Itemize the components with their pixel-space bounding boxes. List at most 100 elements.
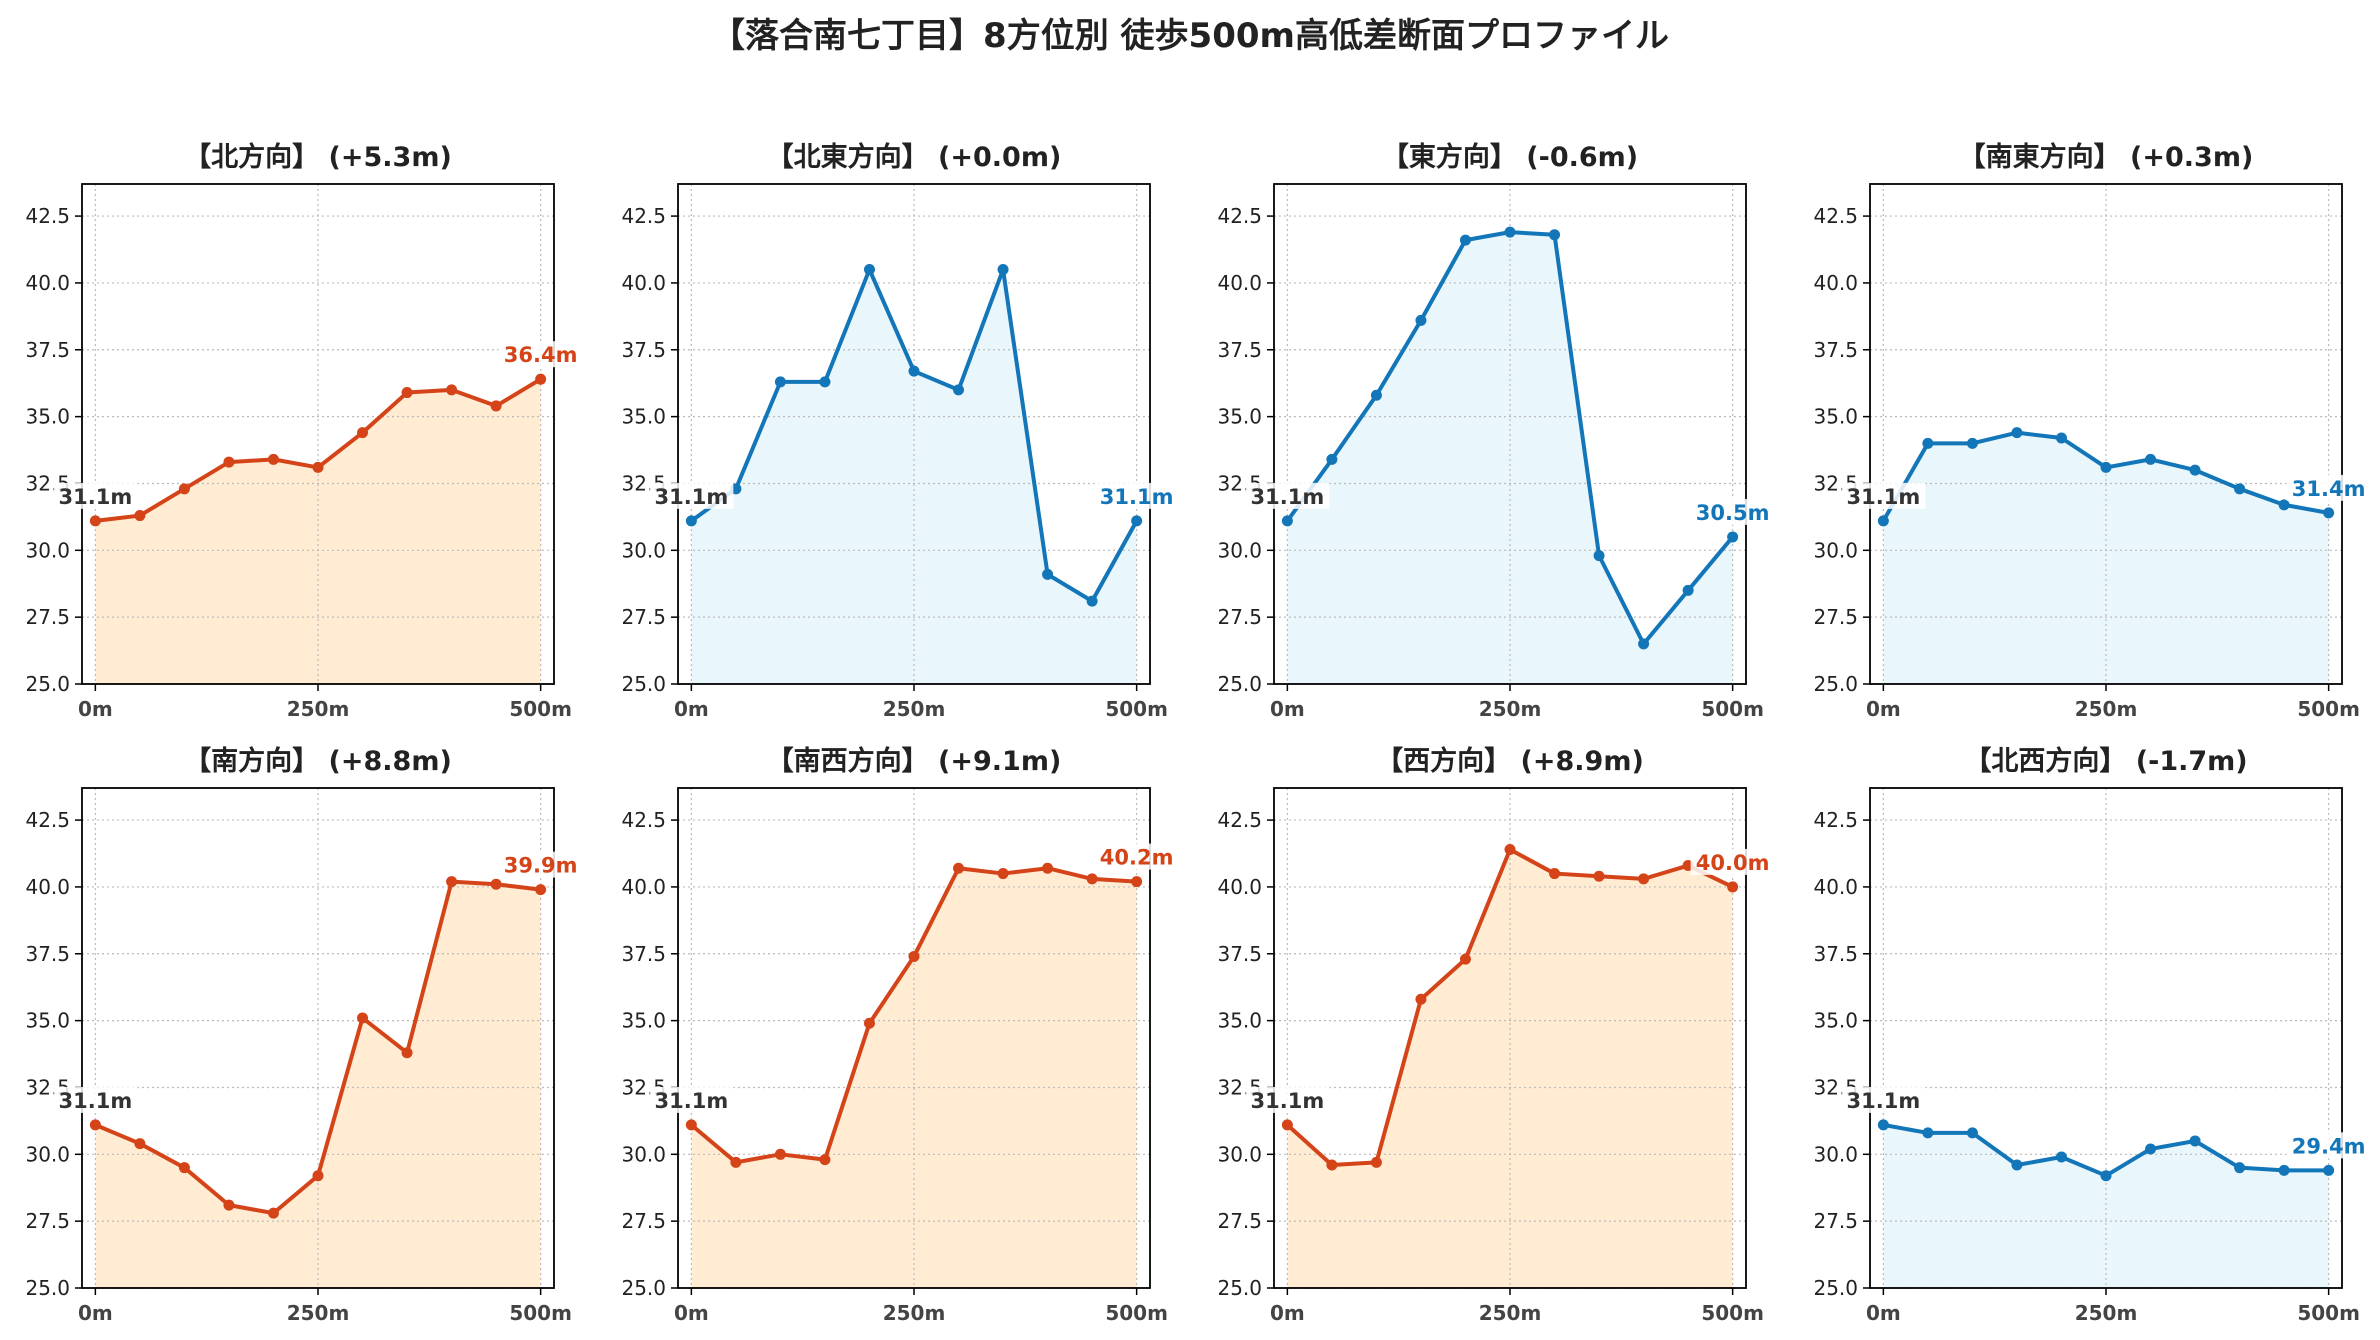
x-tick-label: 250m bbox=[287, 1301, 350, 1325]
start-label: 31.1m bbox=[1847, 485, 1921, 509]
data-point bbox=[1593, 550, 1605, 562]
y-tick-label: 37.5 bbox=[1813, 942, 1858, 966]
start-label-bg bbox=[1245, 482, 1330, 509]
end-label-bg bbox=[498, 341, 583, 368]
data-point bbox=[535, 884, 547, 896]
data-point bbox=[908, 365, 920, 377]
data-point bbox=[2234, 483, 2246, 495]
data-point bbox=[2323, 507, 2335, 519]
y-tick-label: 37.5 bbox=[1217, 338, 1262, 362]
x-tick-label: 500m bbox=[509, 697, 572, 721]
y-tick-label: 27.5 bbox=[1813, 1209, 1858, 1233]
x-tick-label: 0m bbox=[1270, 1301, 1305, 1325]
data-point bbox=[774, 1148, 786, 1160]
data-point bbox=[1459, 234, 1471, 246]
subplot-2: 25.027.530.032.535.037.540.042.50m 250m 50… bbox=[621, 141, 1179, 721]
end-label: 29.4m bbox=[2292, 1134, 2366, 1158]
data-point bbox=[2145, 1143, 2157, 1155]
subplot-1: 25.027.530.032.535.037.540.042.50m 250m 50… bbox=[25, 141, 583, 721]
data-point bbox=[134, 1138, 146, 1150]
area-fill bbox=[1883, 1124, 2329, 1288]
data-point bbox=[1326, 453, 1338, 465]
data-point bbox=[312, 1170, 324, 1182]
y-tick-label: 27.5 bbox=[25, 1209, 70, 1233]
data-point bbox=[1370, 1156, 1382, 1168]
start-label: 31.1m bbox=[1251, 1089, 1325, 1113]
data-point bbox=[2278, 499, 2290, 511]
data-point bbox=[863, 1017, 875, 1029]
y-tick-label: 37.5 bbox=[621, 942, 666, 966]
data-point bbox=[1086, 595, 1098, 607]
x-tick-label: 250m bbox=[287, 697, 350, 721]
data-point bbox=[1966, 437, 1978, 449]
y-tick-label: 30.0 bbox=[25, 1142, 70, 1166]
subplot-title: 【南東方向】 (+0.3m) bbox=[1959, 141, 2254, 173]
data-point bbox=[2055, 1151, 2067, 1163]
y-tick-label: 27.5 bbox=[25, 605, 70, 629]
data-point bbox=[535, 373, 547, 385]
data-point bbox=[267, 1207, 279, 1219]
data-point bbox=[1042, 862, 1054, 874]
x-tick-label: 0m bbox=[78, 697, 113, 721]
x-tick-label: 250m bbox=[1479, 697, 1542, 721]
data-point bbox=[1593, 870, 1605, 882]
data-point bbox=[1131, 876, 1143, 888]
y-tick-label: 30.0 bbox=[621, 1142, 666, 1166]
data-point bbox=[89, 515, 101, 527]
end-label: 40.0m bbox=[1696, 851, 1770, 875]
end-label: 36.4m bbox=[504, 343, 578, 367]
data-point bbox=[2145, 453, 2157, 465]
data-point bbox=[1042, 568, 1054, 580]
data-point bbox=[997, 868, 1009, 880]
y-tick-label: 40.0 bbox=[1813, 875, 1858, 899]
data-point bbox=[178, 483, 190, 495]
x-tick-label: 250m bbox=[1479, 1301, 1542, 1325]
data-point bbox=[1727, 881, 1739, 893]
data-point bbox=[997, 264, 1009, 276]
data-point bbox=[267, 453, 279, 465]
y-tick-label: 30.0 bbox=[25, 538, 70, 562]
data-point bbox=[357, 1012, 369, 1024]
data-point bbox=[1966, 1127, 1978, 1139]
data-point bbox=[1877, 1119, 1889, 1131]
x-tick-label: 250m bbox=[883, 1301, 946, 1325]
start-label: 31.1m bbox=[59, 485, 133, 509]
y-tick-label: 37.5 bbox=[25, 942, 70, 966]
data-point bbox=[2234, 1162, 2246, 1174]
y-tick-label: 25.0 bbox=[1813, 672, 1858, 696]
data-point bbox=[953, 862, 965, 874]
start-label: 31.1m bbox=[655, 485, 729, 509]
y-tick-label: 40.0 bbox=[621, 875, 666, 899]
start-label-bg bbox=[53, 1086, 138, 1113]
subplot-6: 25.027.530.032.535.037.540.042.50m 250m 50… bbox=[621, 745, 1179, 1325]
y-tick-label: 27.5 bbox=[621, 1209, 666, 1233]
subplot-5: 25.027.530.032.535.037.540.042.50m 250m 50… bbox=[25, 745, 583, 1325]
data-point bbox=[774, 376, 786, 388]
y-tick-label: 35.0 bbox=[621, 405, 666, 429]
data-point bbox=[863, 264, 875, 276]
data-point bbox=[312, 461, 324, 473]
data-point bbox=[2100, 461, 2112, 473]
data-point bbox=[89, 1119, 101, 1131]
subplot-3: 25.027.530.032.535.037.540.042.50m 250m 50… bbox=[1217, 141, 1775, 721]
start-label: 31.1m bbox=[655, 1089, 729, 1113]
y-tick-label: 37.5 bbox=[1217, 942, 1262, 966]
data-point bbox=[1459, 953, 1471, 965]
subplot-title: 【北西方向】 (-1.7m) bbox=[1964, 745, 2247, 777]
data-point bbox=[223, 456, 235, 468]
data-point bbox=[2011, 1159, 2023, 1171]
y-tick-label: 42.5 bbox=[1813, 808, 1858, 832]
x-tick-label: 250m bbox=[2075, 1301, 2138, 1325]
data-point bbox=[2323, 1164, 2335, 1176]
y-tick-label: 40.0 bbox=[1217, 271, 1262, 295]
area-fill bbox=[1883, 432, 2329, 684]
start-label-bg bbox=[649, 482, 734, 509]
y-tick-label: 30.0 bbox=[1217, 1142, 1262, 1166]
end-label-bg bbox=[498, 851, 583, 878]
x-tick-label: 0m bbox=[674, 697, 709, 721]
y-tick-label: 37.5 bbox=[1813, 338, 1858, 362]
x-tick-label: 0m bbox=[1866, 697, 1901, 721]
y-tick-label: 37.5 bbox=[25, 338, 70, 362]
end-label: 39.9m bbox=[504, 854, 578, 878]
data-point bbox=[2278, 1164, 2290, 1176]
